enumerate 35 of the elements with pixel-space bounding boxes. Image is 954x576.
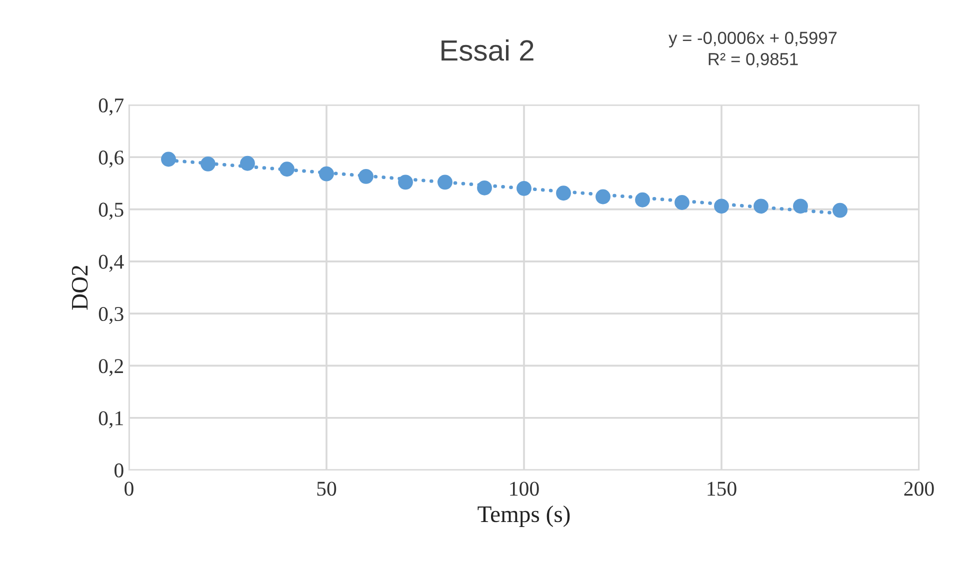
point [674, 195, 690, 210]
point [832, 202, 848, 218]
point [200, 156, 216, 172]
point [714, 198, 729, 214]
x-tick-label: 150 [708, 482, 736, 496]
y-tick-label: 0,6 [98, 150, 124, 168]
point [596, 189, 610, 204]
y-tick-label: 0,1 [98, 411, 123, 428]
text: y = -0,0006x + 0,5997 R² = 0,9851 [668, 32, 837, 68]
y-tick-label: 0,3 [98, 306, 124, 324]
point [754, 198, 768, 214]
point [516, 180, 532, 196]
y-tick-label: 0,4 [98, 254, 124, 272]
point [319, 166, 334, 182]
y-tick-label: 0 [114, 463, 124, 478]
y-tick-label: 0,2 [98, 359, 123, 376]
point [240, 156, 255, 171]
y-tick-label: 0,5 [98, 202, 124, 220]
x-tick-label: 50 [317, 482, 336, 496]
point [477, 180, 492, 196]
x-tick-label: 100 [510, 482, 539, 496]
x-axis-title: Temps (s) [478, 506, 570, 527]
point [438, 174, 452, 190]
x-tick-label: 200 [904, 482, 934, 496]
point [793, 198, 808, 214]
point [161, 152, 176, 167]
point [358, 168, 374, 184]
chart-title: Essai 2 [442, 39, 534, 61]
x-tick-label: 0 [124, 482, 134, 496]
y-axis-title: DO2 [72, 266, 88, 310]
point [556, 186, 571, 201]
point [280, 162, 294, 177]
y-tick-label: 0,7 [98, 98, 124, 116]
point [635, 192, 650, 208]
point [398, 174, 413, 190]
